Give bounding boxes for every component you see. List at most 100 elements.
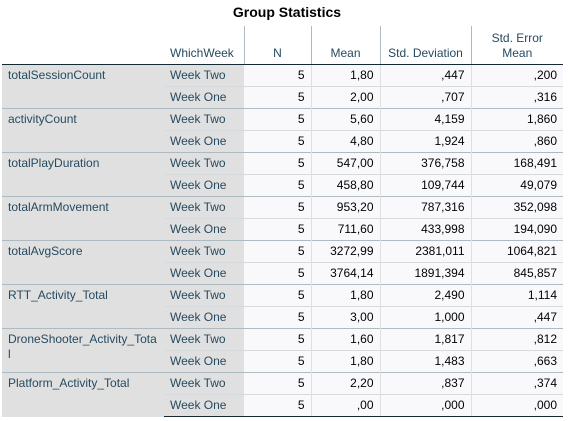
group-label: Week Two: [164, 372, 244, 395]
std-error-cell: 1,860: [470, 108, 563, 131]
n-cell: 5: [244, 130, 311, 153]
mean-cell: 1,80: [310, 284, 380, 307]
group-label: Week One: [164, 262, 244, 285]
variable-label: DroneShooter_Activity_Total: [2, 328, 164, 373]
table-row: totalPlayDuration Week Two 5 547,00 376,758 1…: [2, 152, 563, 197]
variable-label: totalSessionCount: [2, 64, 164, 109]
n-cell: 5: [244, 174, 311, 197]
std-error-cell: 168,491: [470, 152, 563, 175]
header-n: N: [243, 26, 311, 65]
std-error-cell: ,316: [470, 86, 563, 109]
header-std-error-mean: Std. Error Mean: [470, 26, 563, 65]
mean-cell: 1,60: [310, 328, 380, 351]
group-statistics-table: WhichWeek N Mean Std. Deviation Std. Err…: [2, 26, 563, 417]
group-label: Week Two: [164, 328, 244, 351]
header-empty: [2, 26, 164, 65]
mean-cell: 1,80: [310, 350, 380, 373]
mean-cell: 4,80: [310, 130, 380, 153]
group-label: Week Two: [164, 196, 244, 219]
std-deviation-cell: 2,490: [379, 284, 471, 307]
table-row: totalAvgScore Week Two 5 3272,99 2381,011 106…: [2, 240, 563, 285]
mean-cell: 3764,14: [310, 262, 380, 285]
table-title: Group Statistics: [232, 4, 342, 20]
variable-label: RTT_Activity_Total: [2, 284, 164, 329]
std-error-cell: 194,090: [470, 218, 563, 241]
n-cell: 5: [244, 284, 311, 307]
table-body: totalSessionCount Week Two 5 1,80,447,200 We…: [2, 64, 563, 417]
mean-cell: 953,20: [310, 196, 380, 219]
table-row: Week One 5 458,80 109,744 49,079: [2, 174, 563, 197]
mean-cell: 711,60: [310, 218, 380, 241]
n-cell: 5: [244, 328, 311, 351]
group-label: Week One: [164, 218, 244, 241]
std-deviation-cell: ,447: [379, 64, 471, 87]
std-deviation-cell: ,000: [379, 394, 471, 417]
std-deviation-cell: 787,316: [379, 196, 471, 219]
mean-cell: 5,60: [310, 108, 380, 131]
group-label: Week One: [164, 306, 244, 329]
std-error-cell: 1064,821: [470, 240, 563, 263]
n-cell: 5: [244, 240, 311, 263]
group-label: Week One: [164, 130, 244, 153]
std-error-cell: ,374: [470, 372, 563, 395]
n-cell: 5: [244, 394, 311, 417]
n-cell: 5: [244, 86, 311, 109]
std-deviation-cell: 1,483: [379, 350, 471, 373]
table-row: totalArmMovement Week Two 5 953,20 787,316 35…: [2, 196, 563, 241]
std-error-cell: 49,079: [470, 174, 563, 197]
table-row: Week One 5 1,80 1,483,663: [2, 350, 563, 373]
mean-cell: 458,80: [310, 174, 380, 197]
table-row: RTT_Activity_Total Week Two 5 1,80 2,490 1,11…: [2, 284, 563, 329]
variable-label: Platform_Activity_Total: [2, 372, 164, 417]
std-error-cell: ,000: [470, 394, 563, 417]
n-cell: 5: [244, 350, 311, 373]
mean-cell: 3272,99: [310, 240, 380, 263]
std-error-cell: ,812: [470, 328, 563, 351]
mean-cell: 547,00: [310, 152, 380, 175]
group-label: Week Two: [164, 152, 244, 175]
std-deviation-cell: 433,998: [379, 218, 471, 241]
variable-label: activityCount: [2, 108, 164, 153]
n-cell: 5: [244, 152, 311, 175]
group-label: Week One: [164, 86, 244, 109]
header-row: WhichWeek N Mean Std. Deviation Std. Err…: [2, 26, 563, 65]
mean-cell: 2,00: [310, 86, 380, 109]
std-deviation-cell: 2381,011: [379, 240, 471, 263]
std-deviation-cell: ,707: [379, 86, 471, 109]
mean-cell: 1,80: [310, 64, 380, 87]
n-cell: 5: [244, 64, 311, 87]
table-row: Week One 5 711,60 433,998 194,090: [2, 218, 563, 241]
n-cell: 5: [244, 218, 311, 241]
n-cell: 5: [244, 372, 311, 395]
std-deviation-cell: 376,758: [379, 152, 471, 175]
n-cell: 5: [244, 262, 311, 285]
table-row: Week One 5 3,00 1,000,447: [2, 306, 563, 329]
std-deviation-cell: 1,924: [379, 130, 471, 153]
group-label: Week One: [164, 350, 244, 373]
table-row: Week One 5 4,80 1,924,860: [2, 130, 563, 153]
n-cell: 5: [244, 108, 311, 131]
std-deviation-cell: 4,159: [379, 108, 471, 131]
variable-label: totalAvgScore: [2, 240, 164, 285]
group-label: Week One: [164, 174, 244, 197]
group-label: Week Two: [164, 284, 244, 307]
std-error-cell: ,860: [470, 130, 563, 153]
std-error-cell: 1,114: [470, 284, 563, 307]
n-cell: 5: [244, 196, 311, 219]
std-error-cell: ,200: [470, 64, 563, 87]
table-row: Week One 5,00,000,000: [2, 394, 563, 417]
variable-label: totalArmMovement: [2, 196, 164, 241]
std-error-cell: ,447: [470, 306, 563, 329]
group-label: Week Two: [164, 64, 244, 87]
std-deviation-cell: 1,817: [379, 328, 471, 351]
mean-cell: ,00: [310, 394, 380, 417]
mean-cell: 2,20: [310, 372, 380, 395]
table-row: DroneShooter_Activity_Total Week Two 5 1,60…: [2, 328, 563, 373]
table-row: Week One 5 3764,14 1891,394 845,857: [2, 262, 563, 285]
group-label: Week One: [164, 394, 244, 417]
header-group-var: WhichWeek: [164, 26, 244, 65]
header-std-deviation: Std. Deviation: [379, 26, 471, 65]
std-deviation-cell: ,837: [379, 372, 471, 395]
header-mean: Mean: [310, 26, 380, 65]
n-cell: 5: [244, 306, 311, 329]
